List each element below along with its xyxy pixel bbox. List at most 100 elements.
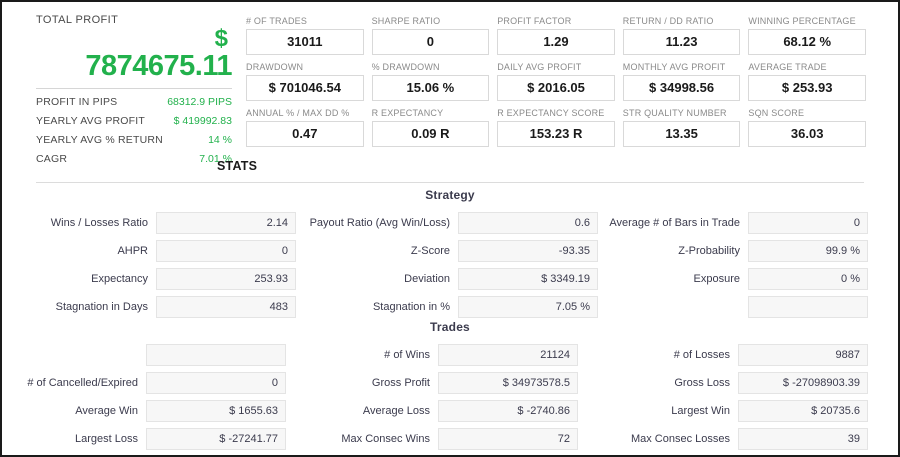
profit-detail-label: YEARLY AVG % RETURN: [36, 134, 163, 146]
profit-detail-list: PROFIT IN PIPS 68312.9 PIPS YEARLY AVG PRO…: [36, 92, 232, 168]
profit-divider: [36, 88, 232, 89]
metric-label: R EXPECTANCY SCORE: [497, 108, 605, 118]
metric-value-box[interactable]: 0: [371, 29, 490, 55]
profit-detail-row: CAGR 7.01 %: [36, 149, 232, 168]
metric-value-box[interactable]: $ 34998.56: [622, 75, 741, 101]
metric-value-box[interactable]: 11.23: [622, 29, 741, 55]
field-label: Gross Loss: [674, 377, 730, 389]
profit-detail-value: 68312.9 PIPS: [167, 96, 232, 108]
metric-value-box[interactable]: 36.03: [748, 121, 866, 147]
field-label: Stagnation in Days: [55, 301, 148, 313]
field-label: Wins / Losses Ratio: [50, 217, 148, 229]
field-value-box[interactable]: $ -27241.77: [146, 428, 286, 450]
metric-value-box[interactable]: 68.12 %: [748, 29, 866, 55]
field-value-box[interactable]: 0: [146, 372, 286, 394]
field-label: Payout Ratio (Avg Win/Loss): [309, 217, 450, 229]
metric-label: SQN SCORE: [748, 108, 805, 118]
field-value-box[interactable]: 99.9 %: [748, 240, 868, 262]
field-label: Largest Win: [671, 405, 730, 417]
field-label: Average # of Bars in Trade: [609, 217, 740, 229]
metric-value-box[interactable]: 31011: [246, 29, 364, 55]
field-value-box[interactable]: 0 %: [748, 268, 868, 290]
metric-label: DAILY AVG PROFIT: [497, 62, 582, 72]
field-value-box[interactable]: 39: [738, 428, 868, 450]
metric-value-box[interactable]: 0.47: [246, 121, 364, 147]
metric-label: DRAWDOWN: [246, 62, 304, 72]
field-value-box[interactable]: 21124: [438, 344, 578, 366]
metric-label: # OF TRADES: [246, 16, 308, 26]
metric-cell: PROFIT FACTOR 1.29: [497, 15, 615, 55]
field-label: # of Losses: [673, 349, 730, 361]
metric-value-box[interactable]: $ 253.93: [748, 75, 866, 101]
profit-detail-label: CAGR: [36, 153, 68, 165]
field-label: Average Win: [75, 405, 138, 417]
metric-cell: R EXPECTANCY 0.09 R: [371, 107, 490, 147]
field-label: Average Loss: [362, 405, 430, 417]
metric-label: SHARPE RATIO: [371, 16, 441, 26]
metric-cell: % DRAWDOWN 15.06 %: [371, 61, 490, 101]
profit-detail-label: PROFIT IN PIPS: [36, 96, 118, 108]
field-label: # of Cancelled/Expired: [27, 377, 138, 389]
field-value-box[interactable]: 0: [156, 240, 296, 262]
field-value-box[interactable]: -93.35: [458, 240, 598, 262]
profit-detail-value: $ 419992.83: [173, 115, 232, 127]
metric-value-box[interactable]: 15.06 %: [371, 75, 490, 101]
metric-value-box[interactable]: $ 701046.54: [246, 75, 364, 101]
profit-detail-value: 7.01 %: [199, 153, 232, 165]
metric-value-box[interactable]: $ 2016.05: [497, 75, 615, 101]
total-profit-amount: 7874675.11: [85, 50, 232, 82]
metric-value-box[interactable]: 0.09 R: [371, 121, 490, 147]
metric-cell: SHARPE RATIO 0: [371, 15, 490, 55]
currency-symbol: $: [214, 25, 228, 52]
field-value-box[interactable]: [146, 344, 286, 366]
metric-label: AVERAGE TRADE: [748, 62, 827, 72]
field-value-box[interactable]: 9887: [738, 344, 868, 366]
key-metrics-grid: # OF TRADES 31011 SHARPE RATIO 0 PROFIT FACT…: [246, 15, 866, 147]
field-value-box[interactable]: 7.05 %: [458, 296, 598, 318]
field-value-box[interactable]: 483: [156, 296, 296, 318]
strategy-section: Strategy Wins / Losses Ratio 2.14 Payout R…: [2, 188, 898, 318]
profit-detail-row: YEARLY AVG % RETURN 14 %: [36, 130, 232, 149]
field-value-box[interactable]: 0.6: [458, 212, 598, 234]
strategy-section-title: Strategy: [425, 188, 475, 202]
metric-value-box[interactable]: 1.29: [497, 29, 615, 55]
stats-heading: STATS: [217, 159, 258, 173]
metric-cell: AVERAGE TRADE $ 253.93: [748, 61, 866, 101]
metric-cell: DAILY AVG PROFIT $ 2016.05: [497, 61, 615, 101]
metric-value-box[interactable]: 153.23 R: [497, 121, 615, 147]
field-value-box[interactable]: [748, 296, 868, 318]
metric-label: % DRAWDOWN: [371, 62, 440, 72]
field-value-box[interactable]: $ 3349.19: [458, 268, 598, 290]
summary-region: TOTAL PROFIT $ 7874675.11 PROFIT IN PIPS…: [2, 2, 898, 183]
field-value-box[interactable]: $ -2740.86: [438, 400, 578, 422]
field-label: Z-Probability: [678, 245, 740, 257]
field-label: Max Consec Wins: [341, 433, 430, 445]
field-label: Deviation: [404, 273, 450, 285]
metric-label: WINNING PERCENTAGE: [748, 16, 856, 26]
metric-cell: MONTHLY AVG PROFIT $ 34998.56: [622, 61, 741, 101]
metric-cell: STR QUALITY NUMBER 13.35: [622, 107, 741, 147]
field-value-box[interactable]: $ -27098903.39: [738, 372, 868, 394]
field-value-box[interactable]: 253.93: [156, 268, 296, 290]
strategy-field-grid: Wins / Losses Ratio 2.14 Payout Ratio (Avg…: [26, 212, 874, 318]
field-label: Z-Score: [410, 245, 450, 257]
field-value-box[interactable]: 0: [748, 212, 868, 234]
total-profit-value: $ 7874675.11: [36, 25, 232, 83]
field-value-box[interactable]: 2.14: [156, 212, 296, 234]
metric-label: ANNUAL % / MAX DD %: [246, 108, 350, 118]
field-value-box[interactable]: $ 34973578.5: [438, 372, 578, 394]
field-label: Max Consec Losses: [630, 433, 730, 445]
field-label: Expectancy: [91, 273, 148, 285]
metric-label: R EXPECTANCY: [371, 108, 444, 118]
field-value-box[interactable]: $ 20735.6: [738, 400, 868, 422]
trades-section-title: Trades: [430, 320, 470, 334]
field-value-box[interactable]: 72: [438, 428, 578, 450]
field-label: Exposure: [693, 273, 740, 285]
field-value-box[interactable]: $ 1655.63: [146, 400, 286, 422]
trades-section: Trades # of Wins 21124 # of Losses 9887 # of…: [2, 320, 898, 455]
metric-label: STR QUALITY NUMBER: [622, 108, 727, 118]
field-label: AHPR: [117, 245, 148, 257]
metric-value-box[interactable]: 13.35: [622, 121, 741, 147]
metric-label: RETURN / DD RATIO: [622, 16, 714, 26]
field-label: Gross Profit: [371, 377, 430, 389]
